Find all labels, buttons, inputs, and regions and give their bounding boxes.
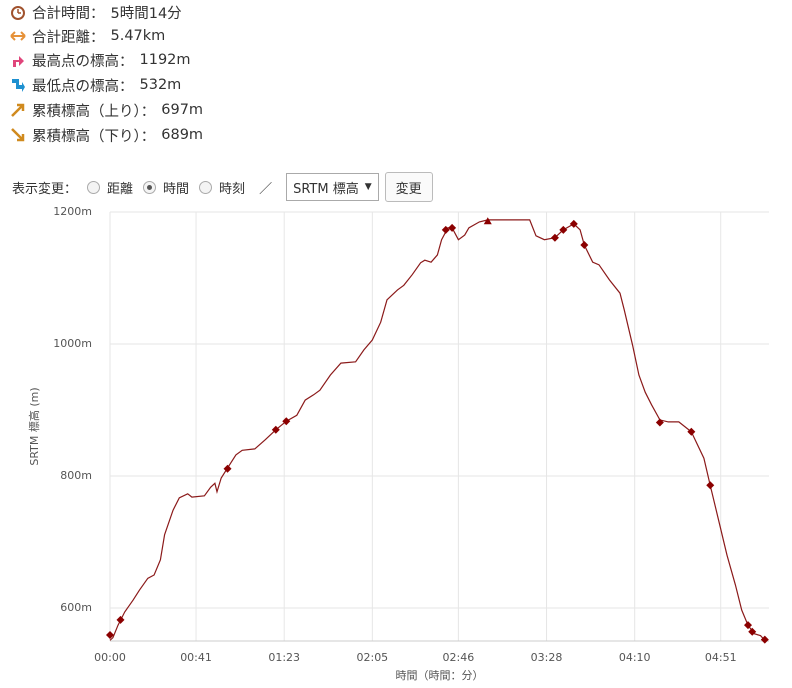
waypoint-marker [550,233,559,242]
waypoint-marker [706,481,715,490]
x-tick-label: 03:28 [531,651,563,664]
waypoint-marker [441,225,450,234]
stat-row: 合計時間： 5時間14分 [10,1,182,23]
icon-distance [10,31,26,41]
x-tick-label: 04:51 [705,651,737,664]
waypoint-marker [580,241,589,249]
stat-row: 最低点の標高： 532m [10,74,181,96]
waypoint-marker [448,223,457,232]
stat-row: 合計距離： 5.47km [10,25,165,47]
y-axis-title: SRTM 標高 (m) [27,387,41,465]
x-tick-label: 00:41 [180,651,212,664]
display-controls: 表示変更： 距離 時間 時刻 ／ SRTM 標高 ▼ 変更 [12,172,433,202]
icon-ascent [11,103,25,117]
radio[interactable] [143,180,157,194]
chart: 600m 800m 1000m 1200m 00:00 00:41 01:23 02:05 02… [27,205,769,682]
stat-value: 1192m [139,52,191,68]
waypoint-marker [223,464,232,473]
y-tick-label: 1000m [53,337,92,350]
change-button[interactable]: 変更 [384,172,433,202]
stat-label: 累積標高（上り）： [32,103,156,120]
icon-lowest [12,79,25,92]
stat-value: 532m [139,77,182,93]
select-arrow: ▼ [364,182,372,192]
radio-label[interactable]: 時刻 [219,181,246,197]
radio-group: 距離 時間 時刻 [77,178,245,197]
waypoint-marker [106,631,114,640]
stat-value: 689m [161,127,204,143]
waypoint-marker [760,635,769,644]
stat-label: 合計距離： [32,29,105,46]
waypoint-marker [748,627,757,636]
radio-label[interactable]: 時間 [163,181,190,197]
radio[interactable] [87,180,101,194]
stat-value: 5.47km [110,28,166,44]
y-tick-label: 1200m [53,205,92,218]
waypoint-marker [116,615,125,624]
controls-label: 表示変更： [12,181,78,197]
x-tick-label: 01:23 [268,651,300,664]
icon-highest [13,56,24,67]
stat-label: 最高点の標高： [32,53,134,70]
waypoint-marker [687,427,696,436]
waypoint-marker [282,417,291,426]
summit-marker [483,217,492,225]
y-tick-label: 800m [60,469,92,482]
x-tick-label: 02:46 [443,651,475,664]
stat-row: 累積標高（上り）： 697m [10,99,203,121]
stat-label: 合計時間： [32,5,105,22]
stat-row: 累積標高（下り）： 689m [10,124,203,146]
stat-value: 5時間14分 [110,5,182,22]
x-axis-title: 時間（時間：分） [396,669,484,682]
stat-row: 最高点の標高： 1192m [10,49,191,71]
icon-descent [11,128,25,142]
select[interactable]: SRTM 標高 ▼ [286,173,379,201]
stat-label: 最低点の標高： [32,78,134,95]
select-value: SRTM 標高 [293,181,359,197]
y-tick-label: 600m [60,601,92,614]
stat-value: 697m [161,102,204,118]
radio-label[interactable]: 距離 [107,181,134,197]
radio[interactable] [199,180,213,194]
x-tick-label: 00:00 [94,651,126,664]
icon-clock [11,6,25,20]
x-tick-label: 02:05 [356,651,388,664]
stat-label: 累積標高（下り）： [32,128,156,145]
separator: ／ [259,181,273,197]
waypoint-marker [559,225,568,234]
x-tick-label: 04:10 [619,651,651,664]
elevation-line [109,219,766,641]
waypoint-marker [655,418,664,427]
waypoint-marker [271,425,280,434]
waypoint-marker [569,219,578,228]
waypoint-marker [744,621,753,630]
